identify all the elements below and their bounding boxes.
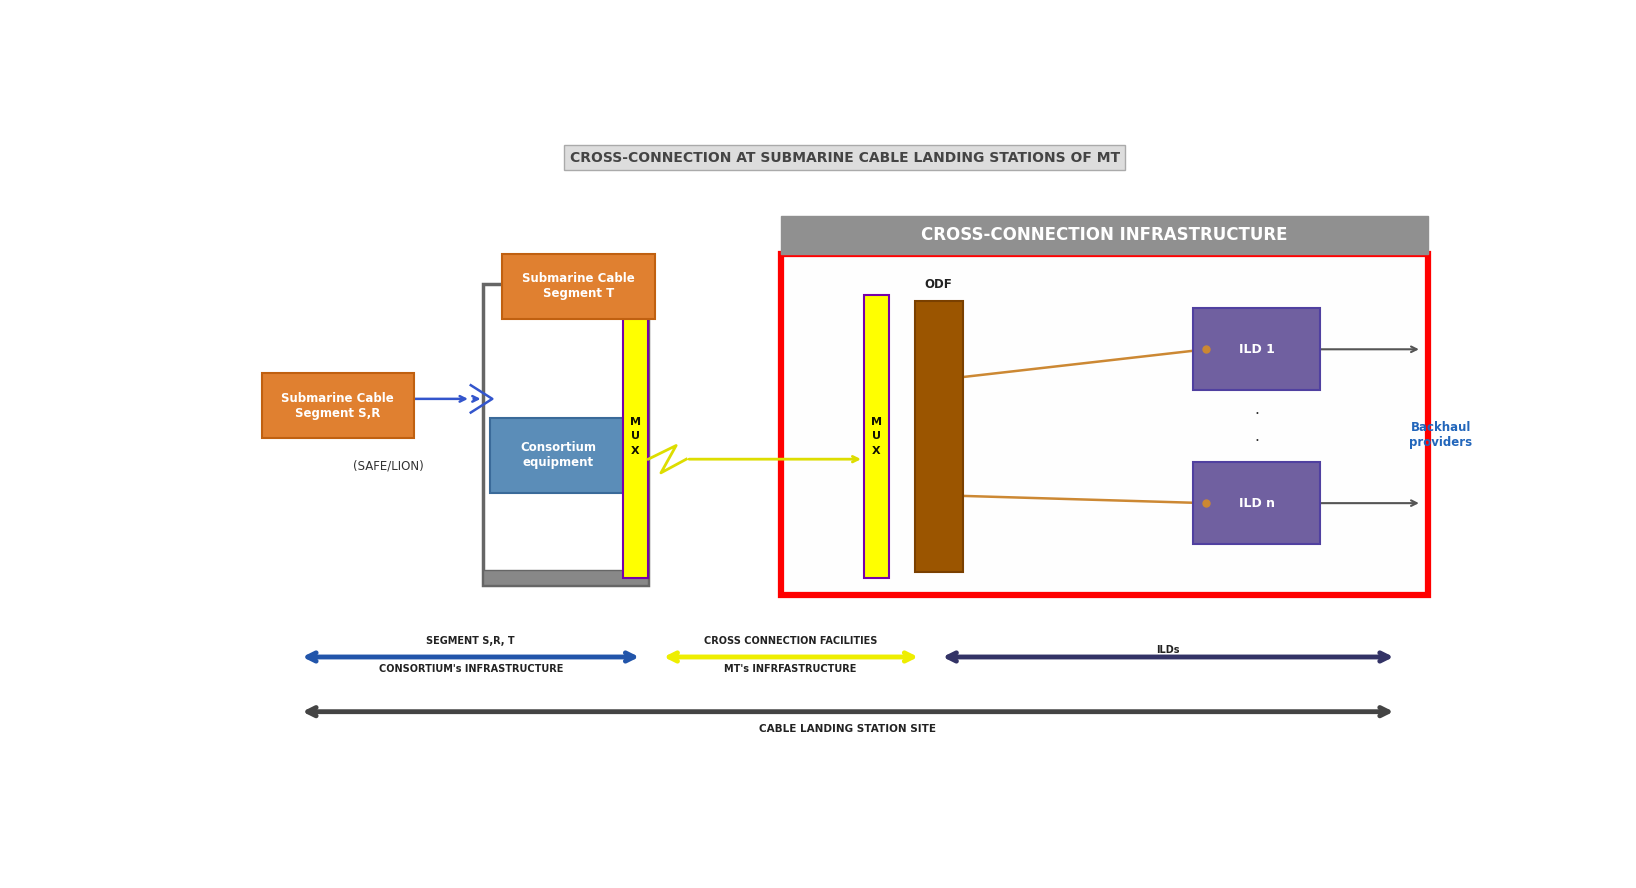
Text: .: .: [1255, 401, 1260, 416]
Bar: [484, 570, 648, 585]
Text: CROSS CONNECTION FACILITIES: CROSS CONNECTION FACILITIES: [703, 637, 877, 646]
Bar: [782, 254, 1428, 596]
Text: M
U
X: M U X: [870, 416, 882, 456]
FancyBboxPatch shape: [1194, 308, 1320, 391]
Bar: [782, 216, 1428, 254]
Bar: [484, 284, 648, 585]
Bar: [915, 301, 962, 572]
Text: CROSS-CONNECTION AT SUBMARINE CABLE LANDING STATIONS OF MT: CROSS-CONNECTION AT SUBMARINE CABLE LAND…: [569, 151, 1121, 165]
Text: ILDs: ILDs: [1157, 646, 1180, 655]
FancyBboxPatch shape: [502, 254, 654, 319]
FancyBboxPatch shape: [262, 373, 414, 438]
Text: SEGMENT S,R, T: SEGMENT S,R, T: [427, 637, 515, 646]
Text: MT's INFRFASTRUCTURE: MT's INFRFASTRUCTURE: [725, 663, 857, 674]
Text: CABLE LANDING STATION SITE: CABLE LANDING STATION SITE: [759, 724, 936, 733]
FancyBboxPatch shape: [1194, 462, 1320, 544]
Text: Submarine Cable
Segment S,R: Submarine Cable Segment S,R: [281, 392, 394, 420]
Text: Backhaul
providers: Backhaul providers: [1409, 421, 1472, 448]
Text: (SAFE/LION): (SAFE/LION): [353, 459, 424, 472]
Text: ILD n: ILD n: [1238, 496, 1274, 510]
Text: M
U
X: M U X: [630, 416, 641, 456]
Text: CROSS-CONNECTION INFRASTRUCTURE: CROSS-CONNECTION INFRASTRUCTURE: [921, 226, 1288, 244]
Text: Submarine Cable
Segment T: Submarine Cable Segment T: [522, 272, 635, 300]
Text: ILD 1: ILD 1: [1238, 343, 1274, 356]
Bar: [864, 295, 890, 578]
Text: ODF: ODF: [924, 278, 952, 291]
FancyBboxPatch shape: [489, 417, 627, 493]
Text: CONSORTIUM's INFRASTRUCTURE: CONSORTIUM's INFRASTRUCTURE: [378, 663, 563, 674]
Text: .: .: [1255, 429, 1260, 444]
Bar: [623, 295, 648, 578]
Text: Consortium
equipment: Consortium equipment: [520, 441, 596, 469]
